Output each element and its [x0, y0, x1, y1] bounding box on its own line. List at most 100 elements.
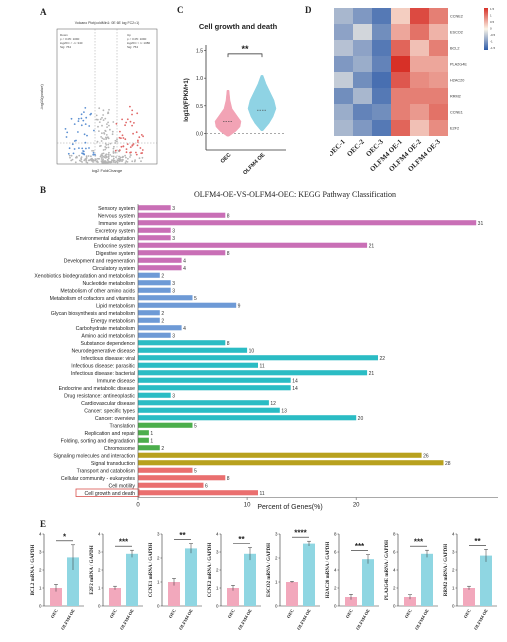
- kegg-category-label: Drug resistance: antineoplastic: [64, 393, 135, 399]
- volcano-point: [107, 155, 110, 158]
- kegg-category-label: Circulatory system: [92, 266, 135, 272]
- volcano-point: [100, 154, 102, 157]
- volcano-point: [105, 161, 108, 164]
- volcano-points: [64, 105, 144, 164]
- heatmap-cell: [410, 104, 429, 120]
- kegg-bar-value: 28: [445, 461, 451, 467]
- volcano-point: [124, 124, 126, 127]
- volcano-point: [84, 158, 87, 160]
- volcano-point: [84, 123, 87, 125]
- heatmap-cell: [334, 8, 353, 24]
- volcano-point: [120, 137, 122, 140]
- kegg-bar: [138, 212, 226, 218]
- kegg-xtick-label: 0: [136, 503, 140, 509]
- heatmap-cell: [391, 72, 410, 88]
- volcano-point: [111, 159, 113, 162]
- kegg-bar: [138, 272, 160, 278]
- qpcr-xtick-label: OLFM4 OE: [355, 608, 371, 631]
- volcano-point: [136, 112, 139, 115]
- volcano-point: [117, 149, 120, 152]
- heatmap-cell: [372, 104, 391, 120]
- heatmap-cell: [353, 56, 372, 72]
- qpcr-ytick-label: 3: [275, 532, 278, 537]
- kegg-bar: [138, 250, 226, 256]
- heatmap-row-label: ESCO2: [450, 31, 463, 35]
- qpcr-bar: [362, 559, 374, 606]
- volcano-point: [88, 159, 91, 162]
- kegg-bar-value: 9: [238, 303, 241, 309]
- volcano-point: [81, 152, 83, 155]
- volcano-point: [112, 160, 115, 162]
- heatmap-cell: [334, 104, 353, 120]
- volcano-point: [114, 149, 117, 152]
- kegg-bar-value: 2: [161, 318, 164, 324]
- volcano-xlabel: log2 FoldChange: [92, 168, 123, 173]
- volcano-point: [111, 130, 114, 133]
- volcano-point: [86, 134, 88, 137]
- volcano-point: [108, 124, 110, 127]
- volcano-point: [74, 161, 77, 164]
- volcano-point: [71, 158, 74, 161]
- kegg-bar: [138, 415, 357, 421]
- volcano-point: [71, 143, 74, 146]
- volcano-point: [116, 140, 118, 143]
- qpcr-bar: [286, 582, 298, 606]
- volcano-legend-right: Up p < 0.05: 1090 log2FC > 1: 1086 Sig: …: [127, 33, 150, 49]
- heatmap-cell: [429, 8, 448, 24]
- volcano-point: [97, 157, 99, 160]
- kegg-category-label: Translation: [110, 423, 136, 429]
- volcano-point: [106, 123, 108, 125]
- kegg-bar-value: 2: [161, 273, 164, 279]
- heatmap-cell: [372, 40, 391, 56]
- heatmap-cell: [334, 24, 353, 40]
- kegg-bar-value: 4: [183, 258, 186, 264]
- qpcr-sig-label: *: [63, 532, 67, 541]
- heatmap-cell: [372, 72, 391, 88]
- qpcr-ytick-label: 4: [39, 532, 42, 537]
- heatmap-cell: [410, 24, 429, 40]
- violin-plot: Cell growth and death log10(FPKM+1) 0.00…: [184, 22, 286, 176]
- qpcr-ytick-label: 0: [275, 604, 278, 609]
- kegg-category-label: Metabolism of cofactors and vitamins: [50, 296, 136, 302]
- volcano-point: [121, 158, 123, 161]
- volcano-point: [106, 156, 108, 159]
- volcano-point: [104, 155, 107, 157]
- volcano-point: [108, 108, 110, 111]
- qpcr-ylabel: CCNE1 mRNA / GAPDH: [149, 543, 154, 598]
- kegg-bar: [138, 332, 171, 338]
- volcano-point: [77, 131, 79, 133]
- qpcr-xtick-label: OLFM4 OE: [296, 608, 312, 631]
- volcano-point: [107, 112, 109, 115]
- heatmap-cell: [429, 120, 448, 136]
- volcano-point: [97, 125, 99, 128]
- volcano-point: [81, 147, 84, 150]
- kegg-category-label: Amino acid metabolism: [81, 333, 135, 339]
- volcano-point: [101, 116, 103, 119]
- kegg-category-label: Cellular community - eukaryotes: [61, 476, 135, 482]
- volcano-point: [129, 120, 132, 123]
- kegg-bar-value: 3: [172, 228, 175, 234]
- panel-label-b: B: [40, 185, 47, 195]
- qpcr-ytick-label: 0: [39, 604, 42, 609]
- heatmap-cell: [429, 40, 448, 56]
- kegg-category-label: Folding, sorting and degradation: [61, 438, 136, 444]
- qpcr-ytick-label: 0: [216, 604, 219, 609]
- volcano-point: [131, 144, 134, 147]
- kegg-bar-value: 4: [183, 266, 186, 272]
- heatmap-cells: [334, 8, 448, 136]
- kegg-bar-value: 5: [194, 423, 197, 429]
- heatmap-scale-label: 0.5: [490, 20, 495, 24]
- volcano-point: [107, 143, 110, 146]
- volcano-point: [110, 161, 113, 164]
- kegg-bar: [138, 242, 368, 248]
- kegg-bar: [138, 400, 269, 406]
- kegg-bar-value: 10: [249, 348, 255, 354]
- volcano-point: [93, 129, 95, 132]
- heatmap-cell: [372, 8, 391, 24]
- qpcr-ytick-label: 0: [393, 604, 396, 609]
- kegg-bar: [138, 347, 248, 353]
- volcano-point: [105, 136, 107, 139]
- qpcr-sig-label: **: [238, 535, 245, 544]
- kegg-bar-value: 21: [369, 243, 375, 249]
